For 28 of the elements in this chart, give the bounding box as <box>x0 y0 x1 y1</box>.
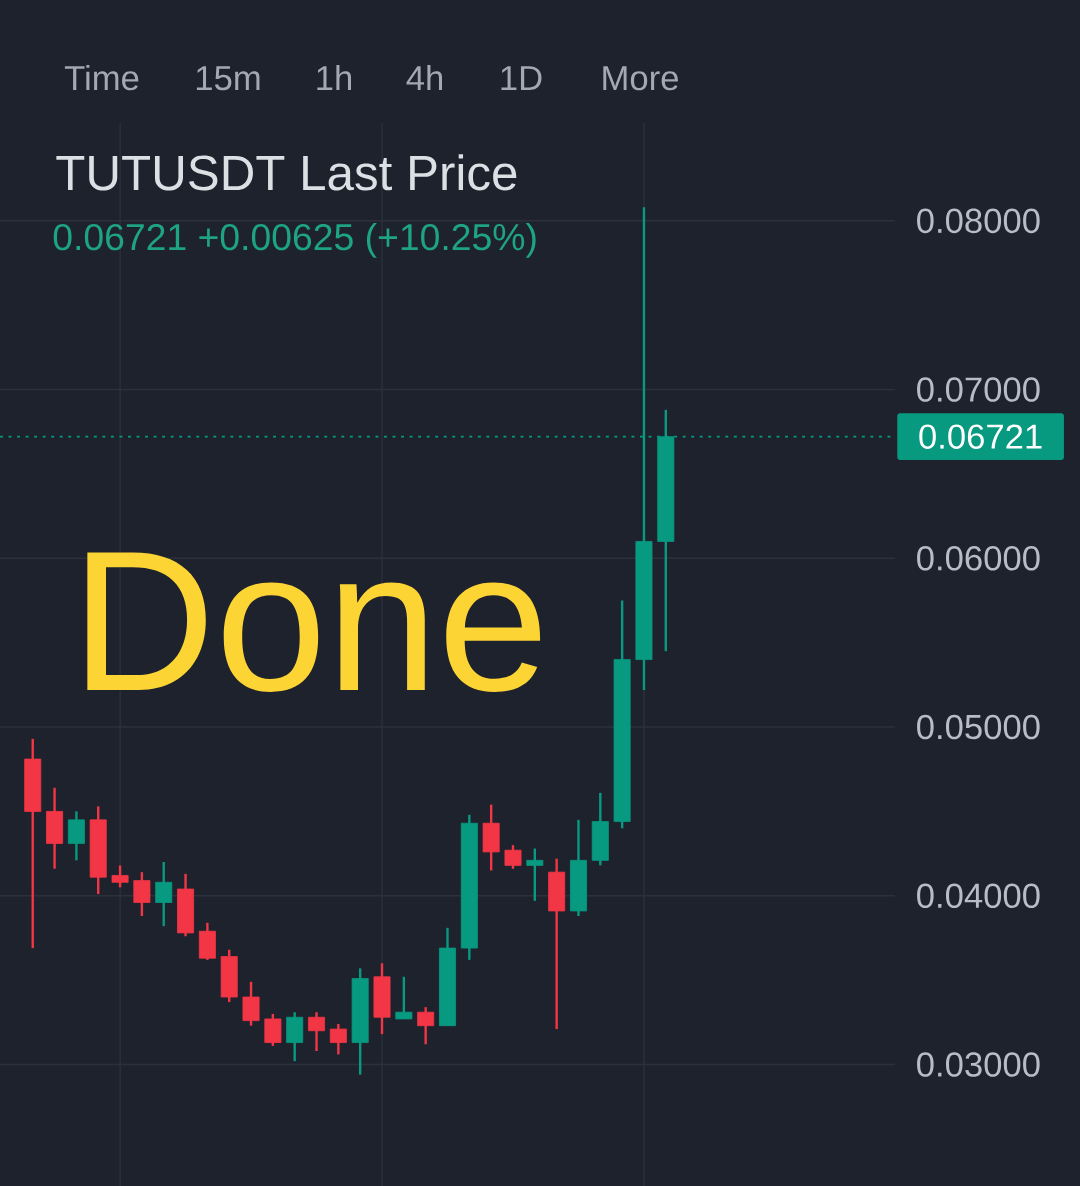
candlestick <box>155 860 173 928</box>
y-tick-label: 0.06000 <box>917 546 1040 571</box>
candlestick <box>308 1011 325 1053</box>
ref-line-label: 0.06721 <box>919 424 1042 449</box>
text: TUTUSDT Last Price <box>56 154 517 191</box>
y-tick-label: 0.04000 <box>917 883 1040 909</box>
candlestick <box>111 864 129 889</box>
candlestick <box>417 1005 435 1046</box>
candlestick <box>395 975 413 1021</box>
candlestick <box>264 1012 282 1048</box>
text: 15m <box>196 66 260 91</box>
y-tick-label: 0.08000 <box>917 208 1040 234</box>
y-tick-label: 0.07000 <box>917 377 1040 402</box>
text: 0.06721 +0.00625 (+10.25%) <box>53 222 536 258</box>
candlestick <box>242 980 260 1027</box>
text: 1D <box>501 66 542 90</box>
candlestick <box>329 1022 347 1056</box>
annotation: Done <box>87 552 541 692</box>
y-tick-label: 0.05000 <box>917 714 1040 740</box>
y-tick-label: 0.03000 <box>917 1052 1040 1077</box>
candlestick <box>133 870 151 918</box>
text: More <box>603 66 678 91</box>
candlestick <box>67 810 85 862</box>
text: 1h <box>317 64 352 90</box>
text: Time <box>64 64 139 91</box>
text: 4h <box>406 64 443 90</box>
candlestick <box>504 843 522 870</box>
candlestick <box>526 847 544 903</box>
